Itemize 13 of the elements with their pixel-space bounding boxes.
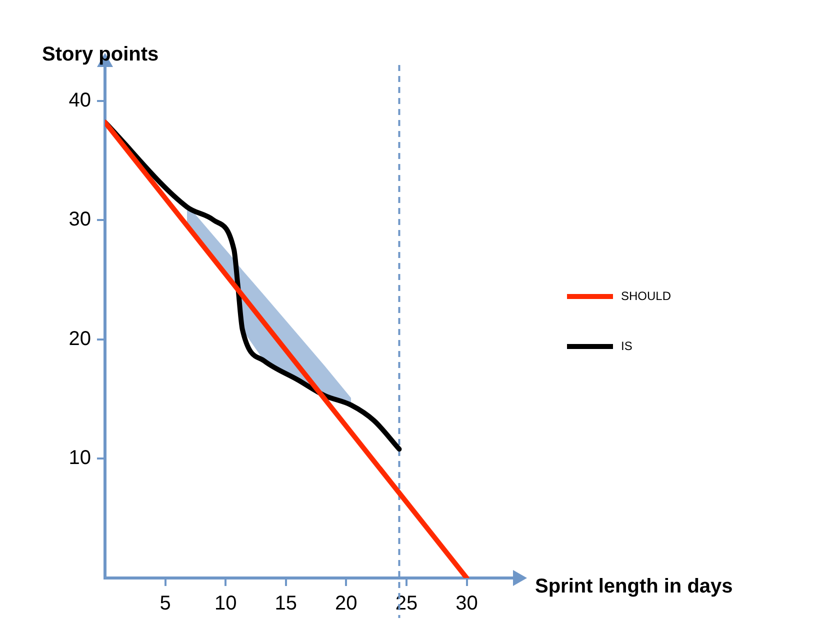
x-tick-label: 30 (456, 592, 478, 615)
y-tick-label: 40 (68, 89, 91, 112)
y-tick-label: 20 (68, 328, 91, 350)
y-tick-label: 10 (68, 447, 91, 470)
x-tick-label: 10 (214, 592, 237, 615)
x-tick-label: 20 (335, 592, 358, 615)
x-axis-title: Sprint length in days (535, 576, 733, 598)
x-tick-label: 5 (160, 592, 171, 615)
y-axis-title: Story points (42, 44, 159, 66)
y-tick-label: 30 (68, 208, 91, 231)
x-tick-label: 15 (274, 592, 298, 615)
legend-label: IS (621, 338, 632, 353)
legend-label: SHOULD (621, 288, 672, 303)
